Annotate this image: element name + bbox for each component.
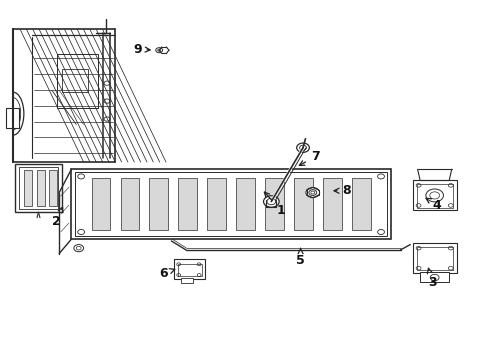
Text: 1: 1 [264, 192, 285, 217]
Text: 4: 4 [425, 198, 441, 212]
Bar [419, 272, 448, 282]
Bar [416, 247, 452, 270]
Bar [75, 172, 386, 236]
Text: 2: 2 [52, 207, 63, 228]
Bar [177, 264, 201, 276]
Bar [173, 259, 205, 279]
Bar [207, 178, 225, 230]
Circle shape [296, 143, 309, 152]
Text: 5: 5 [296, 248, 305, 267]
Bar [416, 184, 452, 208]
Text: 9: 9 [133, 42, 150, 55]
Bar [412, 243, 456, 273]
Bar [91, 178, 110, 230]
Bar [264, 178, 283, 230]
Circle shape [425, 189, 443, 202]
Text: 8: 8 [333, 184, 350, 197]
Bar [19, 167, 58, 210]
Bar [15, 164, 61, 212]
Bar [181, 278, 193, 283]
Text: 3: 3 [427, 268, 436, 289]
Circle shape [74, 244, 83, 252]
Bar [61, 69, 88, 92]
Bar [236, 178, 254, 230]
Bar [294, 178, 312, 230]
Bar [49, 170, 57, 206]
Bar [412, 180, 456, 211]
Bar [323, 178, 341, 230]
Bar [120, 178, 139, 230]
Bar [24, 170, 32, 206]
Bar [57, 54, 98, 108]
Bar [149, 178, 168, 230]
Circle shape [263, 196, 279, 207]
Text: 6: 6 [160, 267, 174, 280]
Bar [351, 178, 370, 230]
Bar [5, 108, 19, 128]
Bar [37, 170, 44, 206]
Bar [71, 169, 390, 239]
Circle shape [429, 274, 438, 281]
Circle shape [305, 188, 319, 198]
Bar [178, 178, 197, 230]
Text: 7: 7 [299, 150, 319, 166]
